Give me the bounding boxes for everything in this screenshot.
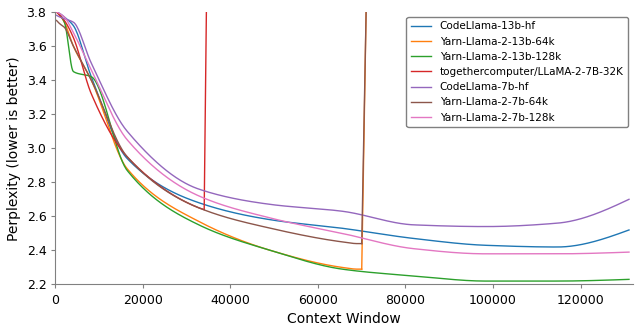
Yarn-Llama-2-13b-128k [312, 262, 319, 266]
Yarn-Llama-2-7b-128k [625, 250, 633, 254]
Yarn-Llama-2-13b-128k [154, 199, 162, 203]
CodeLlama-7b-hf [52, 13, 60, 17]
CodeLlama-7b-hf [484, 224, 492, 228]
Yarn-Llama-2-13b-64k [131, 175, 139, 179]
CodeLlama-13b-hf [52, 10, 60, 14]
CodeLlama-13b-hf [484, 243, 492, 247]
Yarn-Llama-2-7b-64k [257, 224, 264, 228]
Yarn-Llama-2-13b-128k [390, 272, 397, 276]
Yarn-Llama-2-13b-64k [257, 245, 264, 249]
Yarn-Llama-2-13b-128k [200, 225, 207, 229]
Line: Yarn-Llama-2-7b-64k: Yarn-Llama-2-7b-64k [56, 20, 362, 244]
Yarn-Llama-2-13b-64k [52, 10, 60, 14]
Yarn-Llama-2-7b-64k [282, 230, 290, 234]
Y-axis label: Perplexity (lower is better): Perplexity (lower is better) [7, 56, 21, 240]
CodeLlama-13b-hf [435, 239, 443, 243]
Yarn-Llama-2-13b-128k [52, 10, 60, 14]
Yarn-Llama-2-7b-128k [154, 168, 162, 172]
togethercomputer/LLaMA-2-7B-32K [91, 99, 99, 103]
CodeLlama-7b-hf [154, 161, 162, 165]
togethercomputer/LLaMA-2-7B-32K [52, 10, 60, 14]
Yarn-Llama-2-7b-64k [191, 204, 198, 208]
Yarn-Llama-2-7b-128k [52, 10, 60, 14]
togethercomputer/LLaMA-2-7B-32K [79, 65, 86, 69]
Yarn-Llama-2-13b-128k [482, 279, 490, 283]
Line: Yarn-Llama-2-7b-128k: Yarn-Llama-2-7b-128k [56, 12, 629, 254]
Yarn-Llama-2-7b-128k [200, 196, 207, 200]
togethercomputer/LLaMA-2-7B-32K [151, 180, 159, 184]
togethercomputer/LLaMA-2-7B-32K [164, 189, 172, 193]
CodeLlama-7b-hf [435, 224, 443, 228]
Yarn-Llama-2-7b-128k [312, 226, 319, 230]
Yarn-Llama-2-7b-64k [131, 163, 139, 167]
Yarn-Llama-2-13b-64k [358, 267, 365, 271]
Yarn-Llama-2-13b-64k [191, 217, 198, 221]
CodeLlama-13b-hf [390, 234, 397, 238]
Yarn-Llama-2-7b-128k [435, 249, 443, 253]
X-axis label: Context Window: Context Window [287, 312, 401, 326]
Line: CodeLlama-13b-hf: CodeLlama-13b-hf [56, 12, 629, 247]
Yarn-Llama-2-7b-64k [232, 218, 240, 222]
Yarn-Llama-2-7b-128k [484, 252, 492, 256]
Yarn-Llama-2-7b-128k [390, 243, 397, 247]
CodeLlama-13b-hf [154, 182, 162, 186]
Yarn-Llama-2-7b-128k [482, 252, 490, 256]
Yarn-Llama-2-13b-64k [282, 253, 290, 257]
Yarn-Llama-2-7b-64k [52, 18, 60, 22]
Yarn-Llama-2-13b-64k [354, 267, 362, 271]
Yarn-Llama-2-13b-64k [232, 237, 240, 241]
Yarn-Llama-2-7b-64k [354, 242, 362, 246]
Yarn-Llama-2-7b-64k [358, 242, 365, 246]
Yarn-Llama-2-13b-128k [435, 276, 443, 280]
CodeLlama-7b-hf [390, 220, 397, 224]
Yarn-Llama-2-7b-64k [107, 124, 115, 128]
CodeLlama-13b-hf [625, 228, 633, 232]
togethercomputer/LLaMA-2-7B-32K [140, 171, 147, 175]
Yarn-Llama-2-13b-128k [625, 277, 633, 281]
CodeLlama-7b-hf [482, 224, 490, 228]
CodeLlama-7b-hf [625, 197, 633, 201]
togethercomputer/LLaMA-2-7B-32K [200, 207, 208, 211]
Line: CodeLlama-7b-hf: CodeLlama-7b-hf [56, 15, 629, 226]
Yarn-Llama-2-13b-64k [107, 130, 115, 134]
Line: Yarn-Llama-2-13b-64k: Yarn-Llama-2-13b-64k [56, 12, 362, 269]
Yarn-Llama-2-13b-128k [484, 279, 492, 283]
Line: Yarn-Llama-2-13b-128k: Yarn-Llama-2-13b-128k [56, 12, 629, 281]
togethercomputer/LLaMA-2-7B-32K [120, 151, 127, 155]
Legend: CodeLlama-13b-hf, Yarn-Llama-2-13b-64k, Yarn-Llama-2-13b-128k, togethercomputer/: CodeLlama-13b-hf, Yarn-Llama-2-13b-64k, … [406, 17, 628, 127]
Line: togethercomputer/LLaMA-2-7B-32K: togethercomputer/LLaMA-2-7B-32K [56, 12, 204, 209]
CodeLlama-7b-hf [200, 189, 207, 193]
CodeLlama-13b-hf [200, 202, 207, 206]
CodeLlama-7b-hf [312, 206, 319, 210]
CodeLlama-13b-hf [554, 245, 561, 249]
CodeLlama-13b-hf [312, 223, 319, 227]
